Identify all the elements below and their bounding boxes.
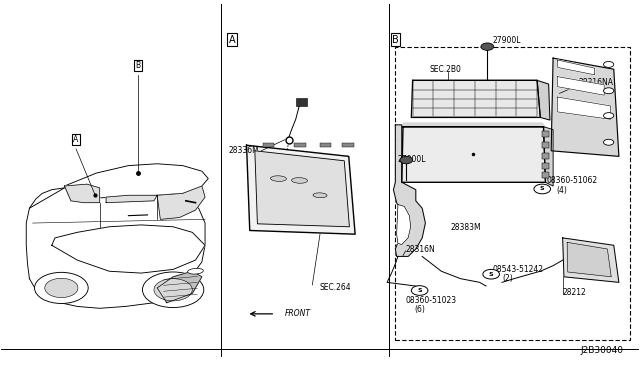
Polygon shape [402, 127, 545, 182]
Polygon shape [26, 188, 205, 308]
Polygon shape [394, 125, 426, 256]
Circle shape [534, 184, 550, 194]
Text: (6): (6) [415, 305, 426, 314]
Bar [320, 142, 332, 147]
Polygon shape [397, 205, 411, 244]
Circle shape [400, 156, 413, 164]
Text: A: A [74, 135, 79, 144]
Text: 28316NA: 28316NA [579, 78, 614, 87]
Polygon shape [563, 238, 619, 282]
Circle shape [481, 43, 493, 50]
Ellipse shape [188, 268, 204, 274]
Polygon shape [157, 186, 205, 219]
Polygon shape [65, 184, 100, 203]
Polygon shape [543, 127, 553, 186]
Text: FRONT: FRONT [285, 310, 311, 318]
Text: 08360-51062: 08360-51062 [547, 176, 598, 185]
Polygon shape [246, 145, 355, 234]
Circle shape [604, 139, 614, 145]
Polygon shape [551, 58, 619, 156]
Circle shape [45, 278, 78, 298]
Text: SEC.264: SEC.264 [320, 283, 351, 292]
Bar [262, 142, 274, 147]
Circle shape [604, 113, 614, 119]
Ellipse shape [271, 176, 287, 182]
Bar [294, 142, 306, 147]
Polygon shape [65, 164, 208, 201]
Bar [342, 142, 354, 147]
Circle shape [604, 88, 614, 94]
Text: 08360-51023: 08360-51023 [406, 296, 457, 305]
Text: 28316N: 28316N [406, 244, 435, 253]
Polygon shape [537, 80, 550, 120]
Text: 28212: 28212 [563, 288, 586, 297]
Circle shape [604, 61, 614, 67]
Polygon shape [557, 97, 611, 119]
Text: 08543-51242: 08543-51242 [492, 265, 543, 274]
Polygon shape [255, 151, 349, 227]
Circle shape [35, 272, 88, 304]
Polygon shape [557, 77, 604, 95]
Text: (2): (2) [502, 274, 513, 283]
Polygon shape [403, 123, 545, 127]
Circle shape [143, 272, 204, 308]
Text: SEC.2B0: SEC.2B0 [430, 65, 461, 74]
Text: J2B30040: J2B30040 [580, 346, 623, 355]
Text: S: S [540, 186, 545, 192]
Bar [542, 142, 548, 148]
Circle shape [412, 286, 428, 295]
Polygon shape [567, 242, 611, 277]
Polygon shape [157, 271, 202, 303]
Text: 28336M: 28336M [228, 146, 259, 155]
Bar [542, 172, 548, 178]
Text: 28383M: 28383M [451, 223, 481, 232]
Text: B: B [136, 61, 141, 70]
Text: 27900L: 27900L [398, 155, 426, 164]
Polygon shape [557, 60, 595, 75]
Circle shape [483, 269, 499, 279]
Text: B: B [392, 35, 399, 45]
Ellipse shape [292, 178, 308, 183]
Polygon shape [106, 195, 157, 203]
Text: S: S [489, 272, 493, 277]
Circle shape [154, 279, 192, 301]
Text: A: A [228, 35, 235, 45]
Bar [542, 163, 548, 169]
Polygon shape [412, 80, 540, 118]
Text: S: S [417, 288, 422, 293]
Ellipse shape [313, 193, 327, 198]
Text: 27900L: 27900L [492, 36, 521, 45]
Bar [542, 153, 548, 159]
Bar [296, 98, 307, 106]
Text: (4): (4) [556, 186, 567, 195]
Bar [542, 131, 548, 137]
Polygon shape [52, 225, 205, 273]
